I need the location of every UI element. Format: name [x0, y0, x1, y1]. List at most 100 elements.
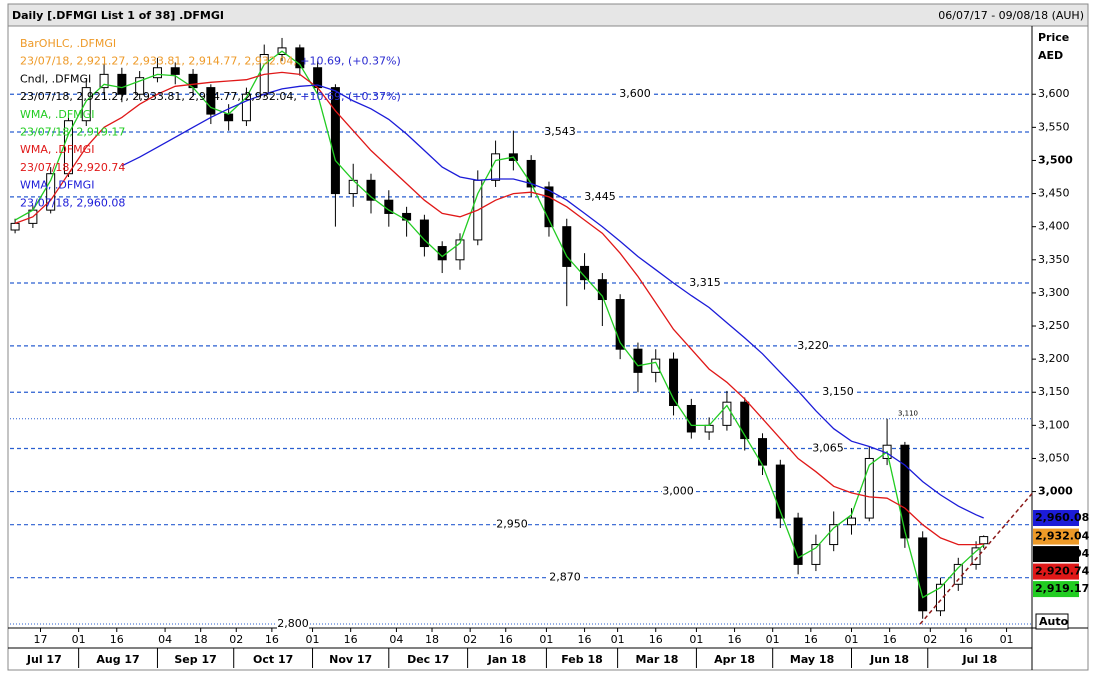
y-tick-label: 3,350: [1038, 253, 1070, 266]
value-badge: [1033, 510, 1079, 527]
legend-text: 23/07/18, 2,920.74: [20, 161, 125, 174]
x-tick-label: 16: [265, 633, 279, 646]
level-label: 3,110: [898, 410, 918, 418]
legend-text: 23/07/18, 2,921.27, 2,933.81, 2,914.77, …: [20, 55, 297, 68]
candle-body: [686, 404, 696, 433]
y-axis-unit: AED: [1038, 49, 1063, 62]
candle-body: [295, 47, 305, 69]
candle-body: [846, 517, 856, 526]
candle-body: [633, 348, 643, 373]
legend-title: Cndl, .DFMGI: [20, 72, 91, 85]
candle-body: [597, 279, 607, 301]
level-label: 3,445: [584, 190, 616, 203]
legend-title: WMA, .DFMGI: [20, 179, 94, 192]
x-tick-label: 01: [1000, 633, 1014, 646]
legend-values: 23/07/18, 2,921.27, 2,933.81, 2,914.77, …: [20, 55, 401, 68]
y-tick-label: 3,400: [1038, 220, 1070, 233]
x-tick-label: 16: [728, 633, 742, 646]
x-tick-label: 02: [463, 633, 477, 646]
month-label: Oct 17: [253, 653, 293, 666]
x-tick-label: 01: [306, 633, 320, 646]
y-tick-label: 3,550: [1038, 120, 1070, 133]
y-tick-label: 3,450: [1038, 187, 1070, 200]
candle-body: [793, 517, 803, 565]
month-label: Mar 18: [636, 653, 679, 666]
candle-body: [669, 358, 679, 406]
legend-values: 23/07/18, 2,920.74: [20, 161, 125, 174]
legend-title: BarOHLC, .DFMGI: [20, 37, 116, 50]
level-label-bg: [797, 339, 829, 352]
candle-body: [206, 87, 216, 115]
candle-body: [81, 87, 91, 122]
value-badge: [1033, 546, 1079, 563]
x-tick-label: 01: [539, 633, 553, 646]
y-tick-label: 3,300: [1038, 286, 1070, 299]
scale-mode-box[interactable]: [1035, 613, 1069, 630]
x-tick-label: 18: [425, 633, 439, 646]
candle-body: [170, 67, 180, 75]
x-tick-label: 01: [766, 633, 780, 646]
candle-body: [152, 67, 162, 79]
legend-text: WMA, .DFMGI: [20, 108, 94, 121]
candle-body: [10, 222, 20, 231]
candle-body: [722, 401, 732, 426]
candle-body: [526, 159, 536, 188]
x-tick-label: 16: [499, 633, 513, 646]
level-label-bg: [689, 276, 721, 289]
x-tick-label: 16: [110, 633, 124, 646]
legend-text: +10.69, (+0.37%): [297, 90, 401, 103]
level-label: 3,150: [822, 385, 854, 398]
value-badge: [1033, 581, 1079, 598]
candle-body: [99, 73, 109, 89]
month-label: Jan 18: [487, 653, 526, 666]
candle-body: [419, 219, 429, 248]
candle-body: [330, 87, 340, 195]
y-tick-label: 3,000: [1038, 485, 1073, 498]
legend-text: WMA, .DFMGI: [20, 143, 94, 156]
level-label-bg: [549, 571, 581, 584]
level-label: 3,065: [812, 442, 844, 455]
value-badge-label: 2,932.04: [1035, 530, 1090, 543]
legend-values: 23/07/18, 2,919.17: [20, 126, 125, 139]
level-label: 3,543: [544, 125, 576, 138]
month-label: May 18: [790, 653, 834, 666]
candle-body: [704, 424, 714, 433]
legend-text: 23/07/18, 2,960.08: [20, 196, 125, 209]
candle-body: [811, 544, 821, 565]
x-tick-label: 16: [578, 633, 592, 646]
candle-body: [224, 113, 234, 122]
y-tick-label: 3,050: [1038, 451, 1070, 464]
legend-values: 23/07/18, 2,921.27, 2,933.81, 2,914.77, …: [20, 90, 401, 103]
scale-mode[interactable]: Auto: [1039, 615, 1069, 628]
y-tick-label: 3,200: [1038, 352, 1070, 365]
candle-body: [135, 77, 145, 95]
level-label-bg: [277, 618, 309, 631]
candle-body: [562, 226, 572, 267]
x-tick-label: 16: [804, 633, 818, 646]
level-label-bg: [544, 125, 576, 138]
y-tick-label: 3,150: [1038, 385, 1070, 398]
x-tick-label: 04: [389, 633, 403, 646]
legend-text: 23/07/18, 2,919.17: [20, 126, 125, 139]
month-label: Jul 17: [26, 653, 62, 666]
candle-body: [740, 401, 750, 440]
legend-text: +10.69, (+0.37%): [297, 55, 401, 68]
candle-body: [775, 464, 785, 519]
y-tick-label: 3,250: [1038, 319, 1070, 332]
y-tick-label: 3,600: [1038, 87, 1070, 100]
candle-body: [580, 265, 590, 281]
month-label: Nov 17: [329, 653, 372, 666]
candle-body: [864, 457, 874, 519]
date-range: 06/07/17 - 09/08/18 (AUH): [938, 9, 1084, 22]
value-badge-label: 2,932.04: [1035, 547, 1090, 560]
month-label: Jul 18: [961, 653, 997, 666]
candle-body: [46, 173, 56, 211]
chart-title: Daily [.DFMGI List 1 of 38] .DFMGI: [12, 9, 224, 22]
candle-body: [979, 536, 989, 545]
candle-body: [366, 179, 376, 201]
y-axis-label: Price: [1038, 31, 1069, 44]
x-tick-label: 01: [611, 633, 625, 646]
x-tick-label: 01: [689, 633, 703, 646]
x-tick-label: 18: [194, 633, 208, 646]
value-badge-label: 2,919.17: [1035, 582, 1089, 595]
